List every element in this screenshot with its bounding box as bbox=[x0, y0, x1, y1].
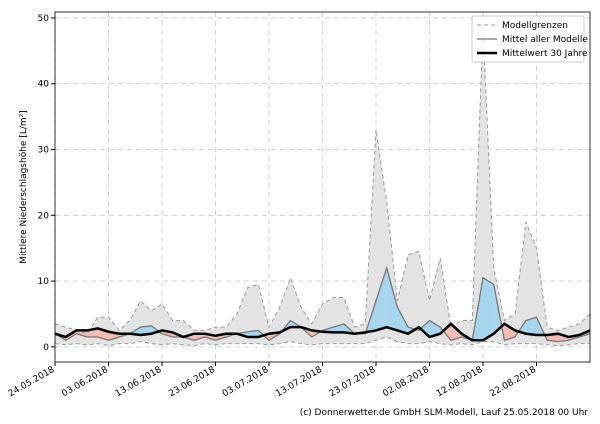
footer: (c) Donnerwetter.de GmbH SLM-Modell, Lau… bbox=[300, 408, 589, 418]
x-tick-label: 03.07.2018 bbox=[221, 365, 271, 400]
x-tick-label: 02.08.2018 bbox=[381, 365, 431, 400]
y-tick-label: 40 bbox=[38, 80, 50, 90]
upper-bound bbox=[55, 28, 590, 334]
y-tick-label: 10 bbox=[38, 277, 50, 287]
x-tick-label: 12.08.2018 bbox=[435, 365, 485, 400]
y-tick-label: 50 bbox=[38, 14, 50, 24]
x-tick-label: 13.07.2018 bbox=[274, 365, 324, 400]
y-axis-label: Mittlere Niederschlagshöhe [L/m²] bbox=[19, 110, 29, 264]
legend-label: Modellgrenzen bbox=[502, 21, 568, 31]
y-tick-label: 20 bbox=[38, 211, 50, 221]
legend-label: Mittel aller Modelle bbox=[502, 35, 588, 45]
x-tick-label: 13.06.2018 bbox=[114, 365, 164, 400]
x-tick-label: 22.08.2018 bbox=[488, 365, 538, 400]
x-tick-label: 23.07.2018 bbox=[328, 365, 378, 400]
y-tick-label: 30 bbox=[38, 146, 50, 156]
x-tick-label: 03.06.2018 bbox=[60, 365, 110, 400]
legend-label: Mittelwert 30 Jahre bbox=[502, 49, 588, 59]
y-tick-label: 0 bbox=[43, 343, 49, 353]
above-fill bbox=[483, 278, 494, 341]
x-tick-label: 24.05.2018 bbox=[7, 365, 57, 400]
x-tick-label: 23.06.2018 bbox=[167, 365, 217, 400]
